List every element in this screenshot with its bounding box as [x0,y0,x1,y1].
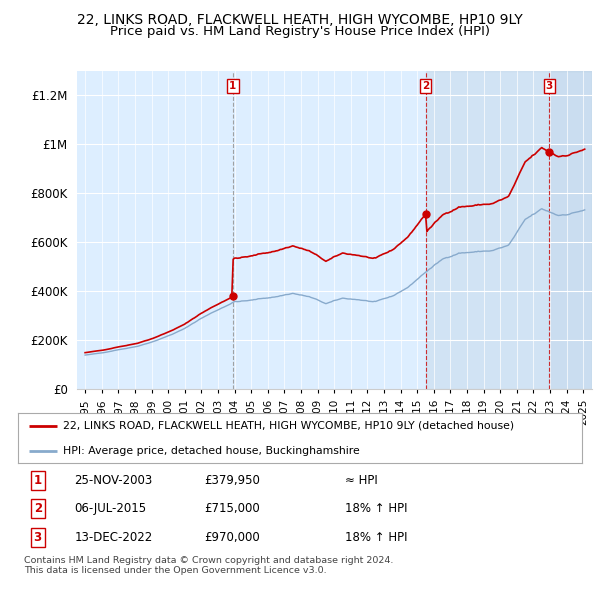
Text: £715,000: £715,000 [204,502,260,516]
Text: Price paid vs. HM Land Registry's House Price Index (HPI): Price paid vs. HM Land Registry's House … [110,25,490,38]
Text: HPI: Average price, detached house, Buckinghamshire: HPI: Average price, detached house, Buck… [63,445,360,455]
Text: 1: 1 [34,474,42,487]
Text: 13-DEC-2022: 13-DEC-2022 [74,530,152,543]
Text: 1: 1 [229,81,236,91]
Text: 06-JUL-2015: 06-JUL-2015 [74,502,146,516]
Text: 22, LINKS ROAD, FLACKWELL HEATH, HIGH WYCOMBE, HP10 9LY: 22, LINKS ROAD, FLACKWELL HEATH, HIGH WY… [77,13,523,27]
Text: 2: 2 [34,502,42,516]
Bar [549,71,592,389]
Text: This data is licensed under the Open Government Licence v3.0.: This data is licensed under the Open Gov… [24,566,326,575]
Text: 22, LINKS ROAD, FLACKWELL HEATH, HIGH WYCOMBE, HP10 9LY (detached house): 22, LINKS ROAD, FLACKWELL HEATH, HIGH WY… [63,421,514,431]
Text: 18% ↑ HPI: 18% ↑ HPI [345,530,407,543]
Text: ≈ HPI: ≈ HPI [345,474,378,487]
Text: 3: 3 [34,530,42,543]
Text: 3: 3 [545,81,553,91]
Text: 25-NOV-2003: 25-NOV-2003 [74,474,152,487]
Text: Contains HM Land Registry data © Crown copyright and database right 2024.: Contains HM Land Registry data © Crown c… [24,556,394,565]
Text: 2: 2 [422,81,430,91]
Text: £970,000: £970,000 [204,530,260,543]
Bar [426,71,592,389]
Text: 18% ↑ HPI: 18% ↑ HPI [345,502,407,516]
Text: £379,950: £379,950 [204,474,260,487]
